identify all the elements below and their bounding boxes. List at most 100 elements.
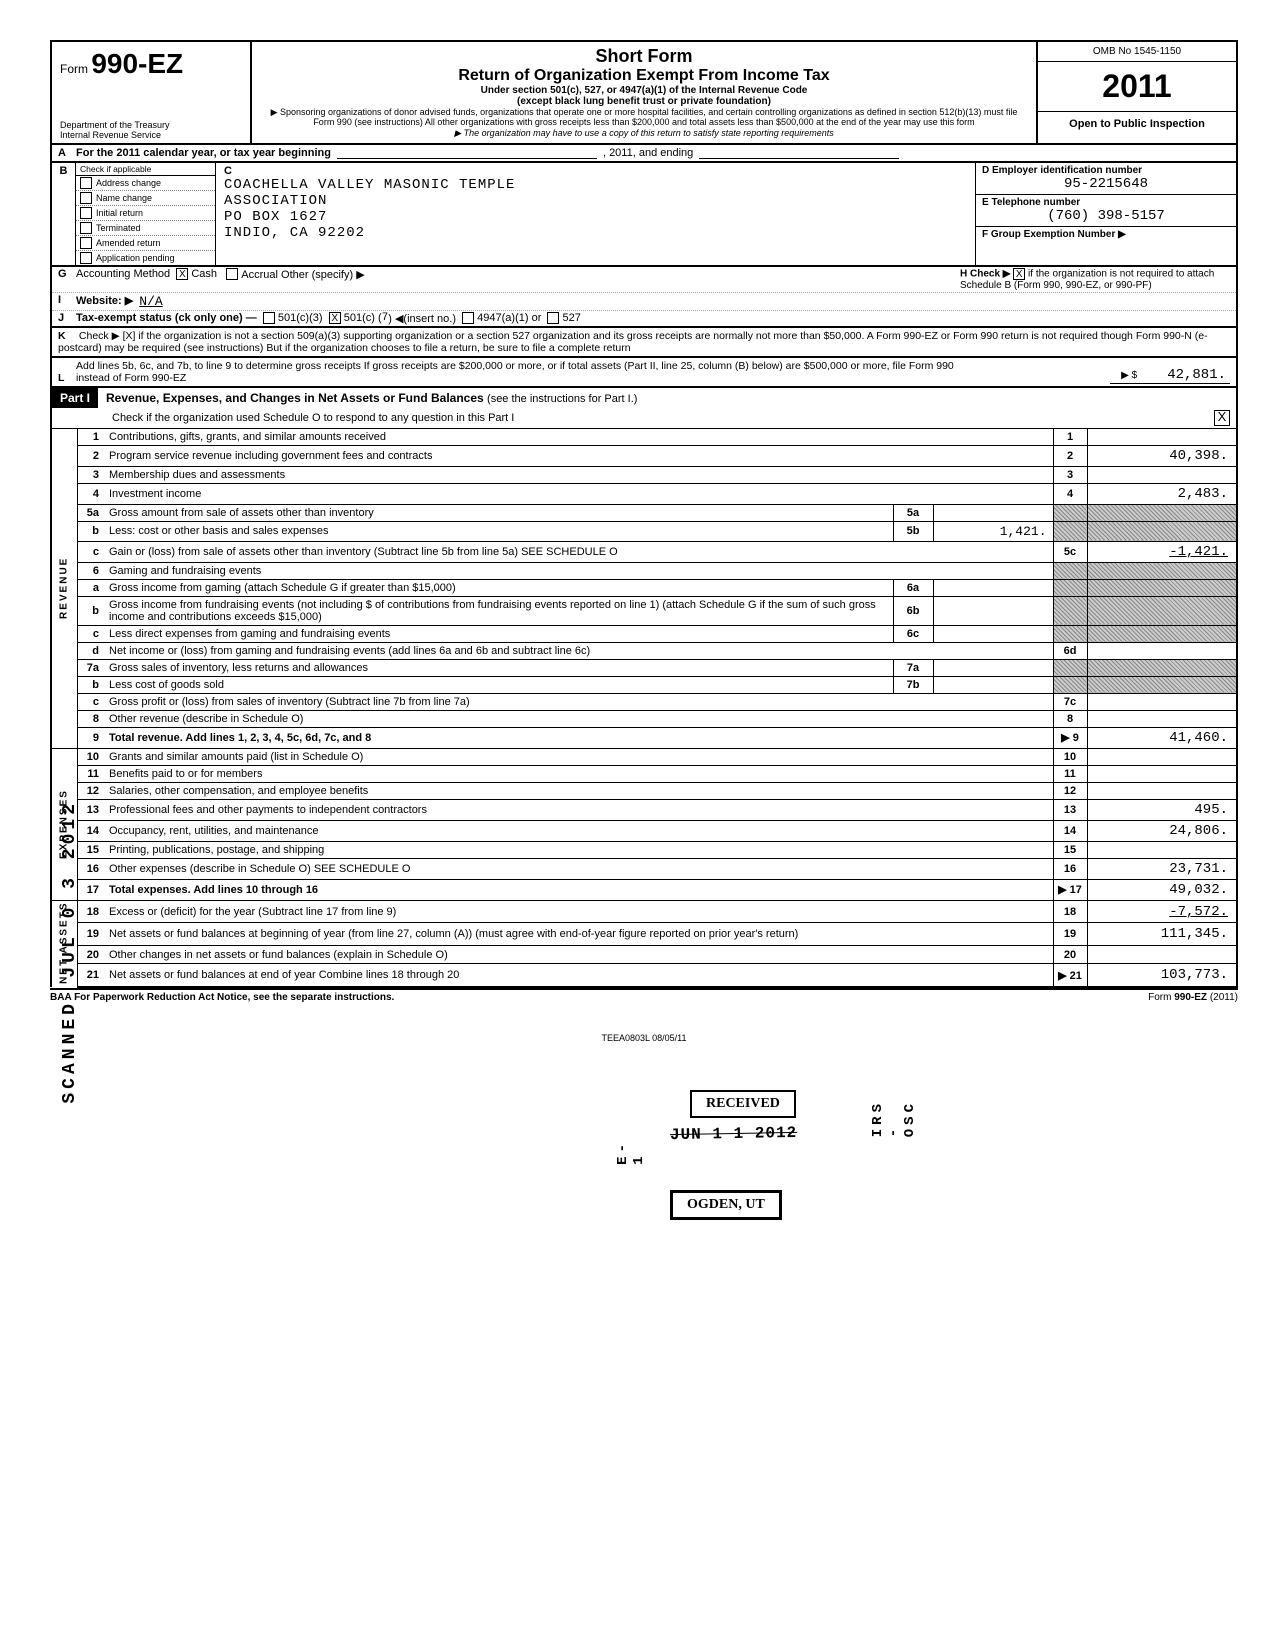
- check-name-change[interactable]: Name change: [76, 191, 215, 206]
- row-i: I Website: ▶ N/A: [52, 293, 1236, 311]
- line-desc: Other changes in net assets or fund bala…: [105, 946, 1053, 964]
- website-value: N/A: [139, 294, 162, 309]
- header-center: Short Form Return of Organization Exempt…: [252, 42, 1036, 143]
- check-amended-return[interactable]: Amended return: [76, 236, 215, 251]
- line-row: EXPENSES10Grants and similar amounts pai…: [51, 748, 1237, 765]
- line-row: bLess cost of goods sold7b: [51, 676, 1237, 693]
- line-row: 14Occupancy, rent, utilities, and mainte…: [51, 820, 1237, 841]
- checkbox-h[interactable]: X: [1013, 268, 1025, 280]
- form-number-big: 990-EZ: [91, 48, 183, 79]
- label-b: B: [52, 163, 76, 265]
- row-j: J Tax-exempt status (ck only one) — 501(…: [52, 311, 1236, 326]
- tax-year-end-field[interactable]: [699, 147, 899, 159]
- l-amount: 42,881.: [1110, 367, 1230, 384]
- lines-table: REVENUE1Contributions, gifts, grants, an…: [50, 428, 1238, 988]
- line-num-shaded: [1053, 562, 1087, 579]
- line-ref-number: 16: [1053, 858, 1087, 879]
- check-application-pending[interactable]: Application pending: [76, 251, 215, 265]
- line-number: 1: [77, 428, 105, 445]
- line-row: 8Other revenue (describe in Schedule O)8: [51, 710, 1237, 727]
- line-row: bLess: cost or other basis and sales exp…: [51, 521, 1237, 541]
- line-row: 7aGross sales of inventory, less returns…: [51, 659, 1237, 676]
- line-amount: 2,483.: [1087, 483, 1237, 504]
- stamp-e1: E-1: [615, 1140, 647, 1165]
- check-terminated[interactable]: Terminated: [76, 221, 215, 236]
- checkbox-527[interactable]: [547, 312, 559, 324]
- line-amount: 24,806.: [1087, 820, 1237, 841]
- line-amount: 23,731.: [1087, 858, 1237, 879]
- stamp-received-text: RECEIVED: [706, 1096, 780, 1112]
- sub-line-number: 5a: [893, 504, 933, 521]
- line-amount: 49,032.: [1087, 879, 1237, 900]
- line-ref-number: 12: [1053, 782, 1087, 799]
- label-f: F Group Exemption Number ▶: [982, 229, 1230, 240]
- line-num-shaded: [1053, 504, 1087, 521]
- check-address-change[interactable]: Address change: [76, 176, 215, 191]
- label-c: C: [224, 165, 967, 177]
- line-ref-number: ▶ 17: [1053, 879, 1087, 900]
- tax-year-begin-field[interactable]: [337, 147, 597, 159]
- line-ref-number: 8: [1053, 710, 1087, 727]
- sub-line-value: [933, 625, 1053, 642]
- line-ref-number: 20: [1053, 946, 1087, 964]
- line-desc: Net income or (loss) from gaming and fun…: [105, 642, 1053, 659]
- line-number: 5a: [77, 504, 105, 521]
- k-text: Check ▶ [X] if the organization is not a…: [58, 330, 1208, 354]
- form-header: Form 990-EZ Department of the Treasury I…: [50, 40, 1238, 143]
- checkbox-501c3[interactable]: [263, 312, 275, 324]
- title-section: Under section 501(c), 527, or 4947(a)(1)…: [262, 85, 1026, 96]
- line-ref-number: 1: [1053, 428, 1087, 445]
- check-initial-return[interactable]: Initial return: [76, 206, 215, 221]
- line-amount: [1087, 782, 1237, 799]
- line-ref-number: 7c: [1053, 693, 1087, 710]
- line-desc: Gain or (loss) from sale of assets other…: [105, 541, 1053, 562]
- sub-line-number: 6b: [893, 596, 933, 625]
- line-row: 19Net assets or fund balances at beginni…: [51, 923, 1237, 946]
- header-note2: ▶ The organization may have to use a cop…: [262, 128, 1026, 139]
- box-f: F Group Exemption Number ▶: [976, 227, 1236, 242]
- line-desc: Contributions, gifts, grants, and simila…: [105, 428, 1053, 445]
- line-desc: Other revenue (describe in Schedule O): [105, 710, 1053, 727]
- stamp-ogden: OGDEN, UT: [670, 1190, 782, 1220]
- checkbox-501c[interactable]: X: [329, 312, 341, 324]
- label-d: D Employer identification number: [982, 165, 1230, 176]
- line-row: aGross income from gaming (attach Schedu…: [51, 579, 1237, 596]
- row-g: G Accounting Method X Cash Accrual Other…: [52, 267, 1236, 293]
- org-addr2: INDIO, CA 92202: [224, 225, 967, 241]
- line-row: 16Other expenses (describe in Schedule O…: [51, 858, 1237, 879]
- row-l: L Add lines 5b, 6c, and 7b, to line 9 to…: [50, 356, 1238, 386]
- line-row: 6Gaming and fundraising events: [51, 562, 1237, 579]
- line-number: 13: [77, 799, 105, 820]
- line-number: 17: [77, 879, 105, 900]
- checkbox-cash[interactable]: X: [176, 268, 188, 280]
- line-ref-number: ▶ 21: [1053, 964, 1087, 987]
- sub-line-value: [933, 596, 1053, 625]
- line-ref-number: 13: [1053, 799, 1087, 820]
- omb-number: OMB No 1545-1150: [1038, 42, 1236, 62]
- line-ref-number: 11: [1053, 765, 1087, 782]
- checkbox-4947[interactable]: [462, 312, 474, 324]
- check-label: Address change: [96, 178, 161, 188]
- line-amount: [1087, 841, 1237, 858]
- header-right: OMB No 1545-1150 2011 Open to Public Ins…: [1036, 42, 1236, 143]
- form-number: Form 990-EZ: [60, 48, 242, 80]
- line-row: 12Salaries, other compensation, and empl…: [51, 782, 1237, 799]
- title-return: Return of Organization Exempt From Incom…: [262, 67, 1026, 85]
- schedule-o-checkbox[interactable]: X: [1214, 410, 1230, 426]
- line-amount: [1087, 642, 1237, 659]
- sidelabel-expenses: EXPENSES: [51, 748, 77, 900]
- label-e: E Telephone number: [982, 197, 1230, 208]
- line-amount: [1087, 946, 1237, 964]
- footer-left: BAA For Paperwork Reduction Act Notice, …: [50, 992, 394, 1003]
- line-number: 2: [77, 445, 105, 466]
- open-inspection: Open to Public Inspection: [1038, 112, 1236, 136]
- g-cash-label: Cash: [191, 268, 217, 291]
- line-amount: [1087, 428, 1237, 445]
- line-desc: Investment income: [105, 483, 1053, 504]
- part-1-title-text: Revenue, Expenses, and Changes in Net As…: [106, 391, 484, 405]
- checkbox-accrual[interactable]: [226, 268, 238, 280]
- line-row: REVENUE1Contributions, gifts, grants, an…: [51, 428, 1237, 445]
- line-desc: Professional fees and other payments to …: [105, 799, 1053, 820]
- line-desc: Grants and similar amounts paid (list in…: [105, 748, 1053, 765]
- j-text: Tax-exempt status (ck only one) —: [76, 312, 257, 325]
